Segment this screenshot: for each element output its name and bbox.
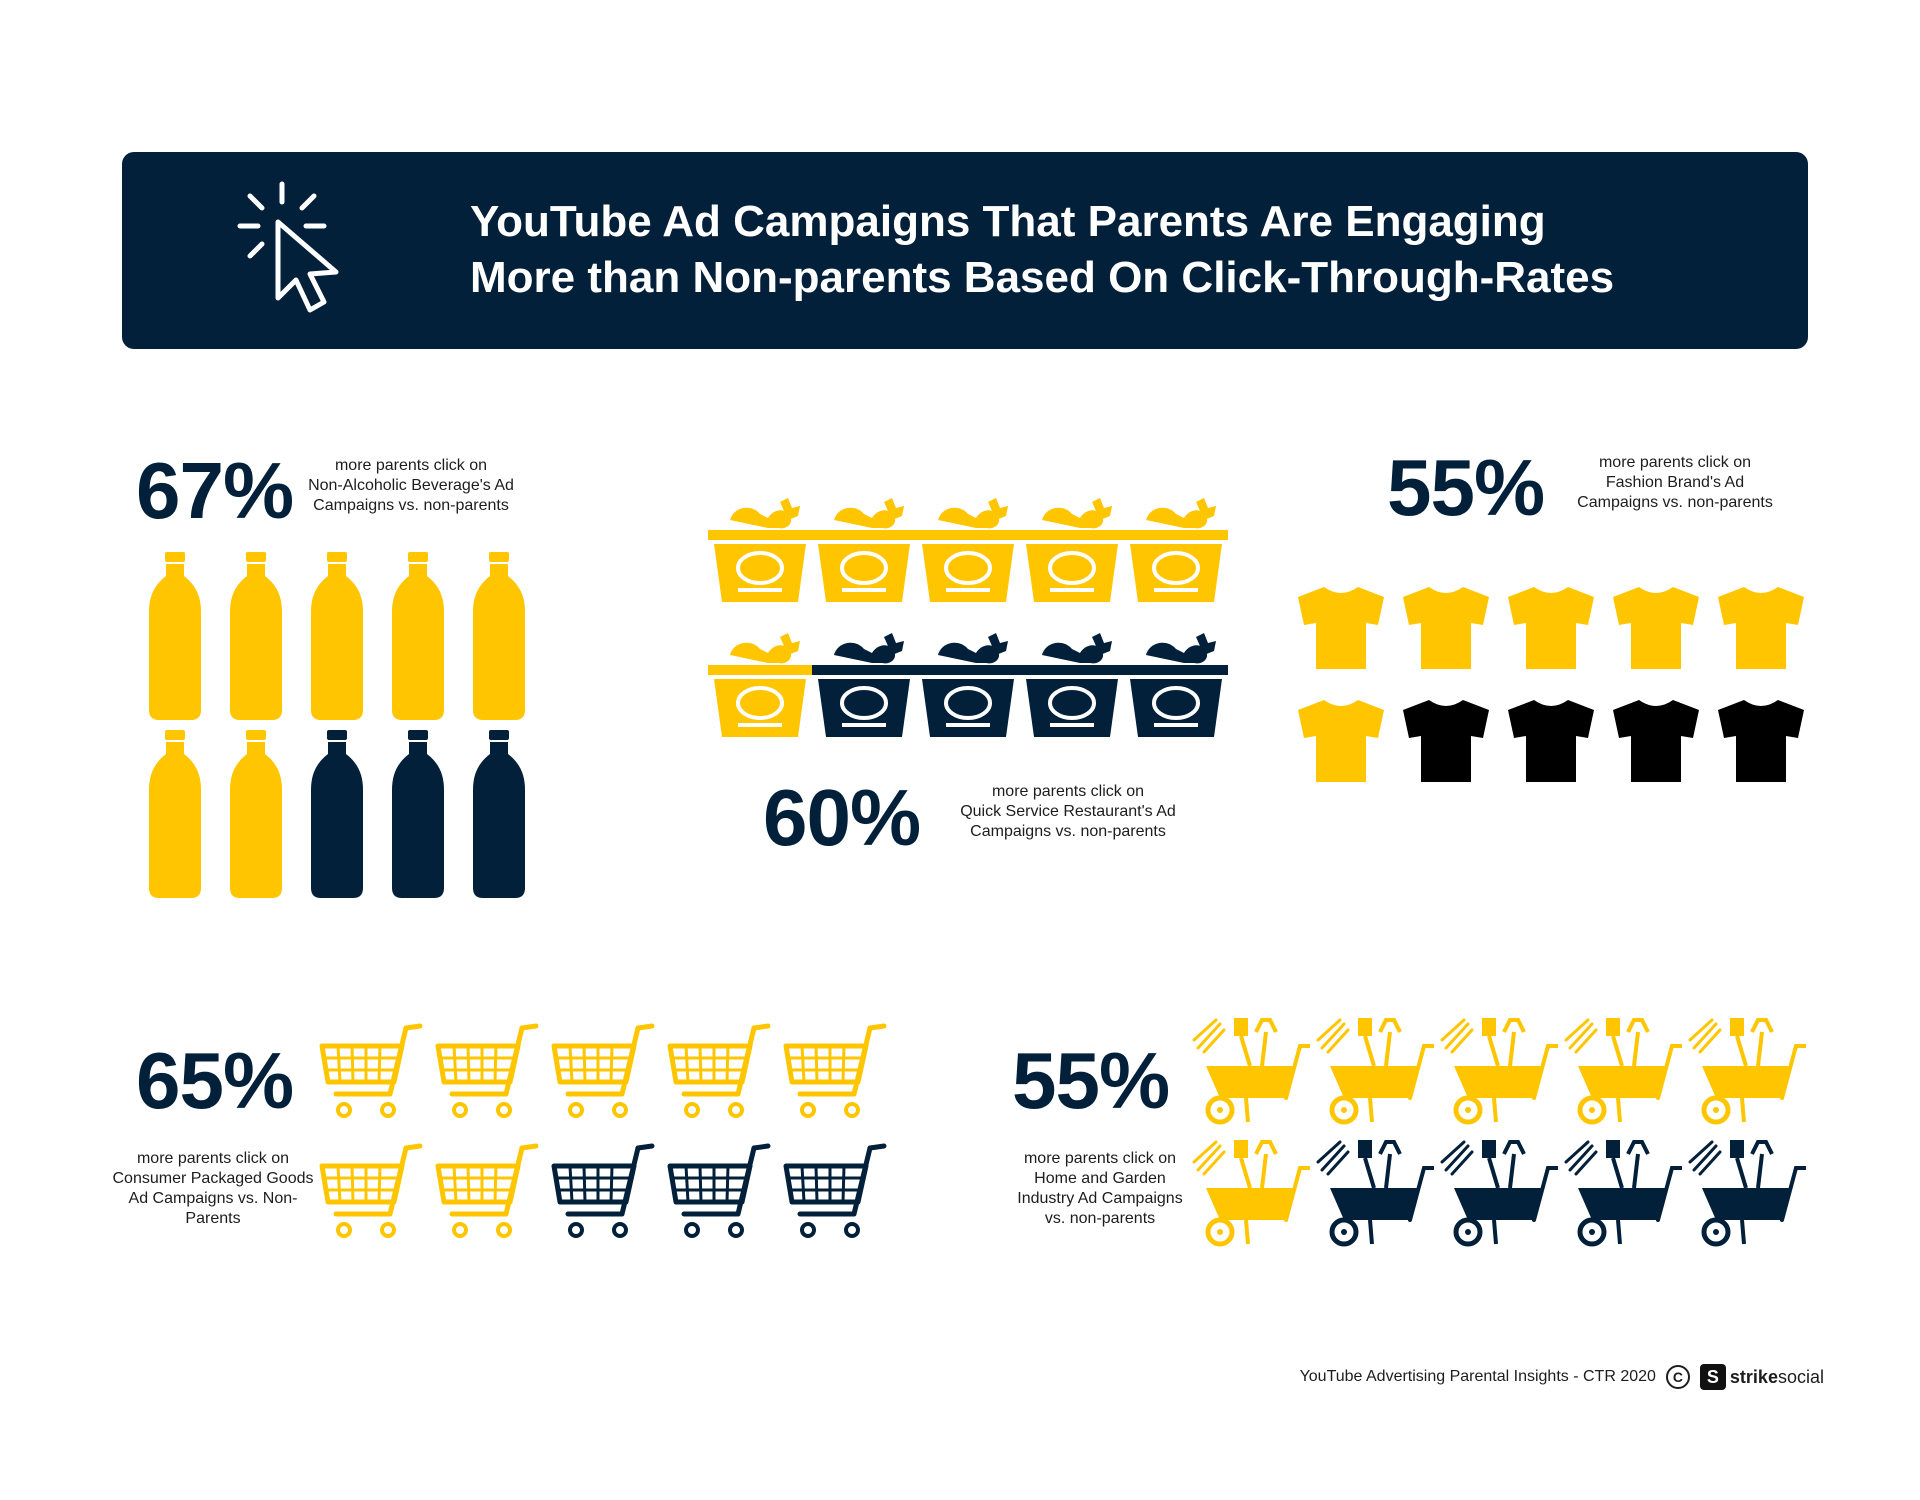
logo-word-social: social <box>1777 1366 1824 1387</box>
home-garden-description: more parents click on Home and Garden In… <box>1017 1150 1183 1227</box>
shopping-cart-icon <box>319 1143 423 1238</box>
fast-food-pictograph <box>708 498 1228 737</box>
fast-food-bucket-icon <box>812 498 916 602</box>
wheelbarrow-icon <box>1564 1018 1682 1125</box>
wheelbarrow-pictograph <box>1190 1018 1806 1252</box>
bottle-icon <box>230 730 282 898</box>
t-shirt-icon <box>1298 700 1384 782</box>
wheelbarrow-icon <box>1440 1018 1558 1125</box>
fashion-description: more parents click on Fashion Brand's Ad… <box>1577 454 1773 511</box>
bottle-icon <box>149 552 201 720</box>
footer: YouTube Advertising Parental Insights - … <box>1300 1364 1824 1390</box>
footer-caption: YouTube Advertising Parental Insights - … <box>1299 1368 1656 1385</box>
bottle-icon <box>473 730 525 898</box>
beverage-percentage: 67% <box>136 446 294 535</box>
fast-food-bucket-icon <box>916 498 1020 602</box>
logo-word-strike: strike <box>1729 1366 1778 1387</box>
title-banner: YouTube Ad Campaigns That Parents Are En… <box>122 152 1808 349</box>
bottle-icon <box>473 552 525 720</box>
t-shirt-pictograph <box>1296 583 1806 786</box>
t-shirt-icon <box>1718 587 1804 669</box>
wheelbarrow-icon <box>1316 1018 1434 1125</box>
fast-food-bucket-icon <box>916 633 1020 737</box>
logo-mark: S <box>1699 1364 1726 1390</box>
shopping-cart-icon <box>435 1143 539 1238</box>
bottle-icon <box>392 552 444 720</box>
home-garden-percentage: 55% <box>1012 1036 1170 1125</box>
t-shirt-icon <box>1613 587 1699 669</box>
wheelbarrow-icon <box>1688 1018 1806 1125</box>
fast-food-bucket-icon <box>812 633 916 737</box>
copyright-icon: C <box>1665 1365 1690 1389</box>
cpg-percentage: 65% <box>136 1036 294 1125</box>
fast-food-bucket-grid <box>708 498 1228 737</box>
t-shirt-icon <box>1403 700 1489 782</box>
cpg-description: more parents click on Consumer Packaged … <box>112 1150 314 1227</box>
bottle-pictograph <box>145 552 529 898</box>
restaurant-percentage: 60% <box>763 773 921 862</box>
fast-food-bucket-icon <box>1020 498 1124 602</box>
fast-food-bucket-icon <box>1124 633 1228 737</box>
title-line-2: More than Non-parents Based On Click-Thr… <box>470 253 1615 302</box>
restaurant-description: more parents click on Quick Service Rest… <box>960 783 1176 840</box>
wheelbarrow-icon <box>1688 1140 1806 1247</box>
cursor-click-icon <box>237 181 339 313</box>
fast-food-bucket-icon <box>1124 498 1228 602</box>
bottle-grid <box>149 552 525 898</box>
fast-food-bucket-icon <box>1020 633 1124 737</box>
t-shirt-icon <box>1403 587 1489 669</box>
shopping-cart-pictograph <box>318 1014 894 1246</box>
shopping-cart-grid <box>319 1023 887 1238</box>
t-shirt-icon <box>1613 700 1699 782</box>
wheelbarrow-grid <box>1192 1018 1806 1247</box>
page-title: YouTube Ad Campaigns That Parents Are En… <box>470 194 1770 306</box>
shopping-cart-icon <box>435 1023 539 1118</box>
brand-logo: S strike social <box>1699 1364 1824 1390</box>
fast-food-bucket-icon <box>708 633 812 737</box>
shopping-cart-icon <box>667 1023 771 1118</box>
wheelbarrow-icon <box>1564 1140 1682 1247</box>
wheelbarrow-icon <box>1192 1018 1310 1125</box>
shopping-cart-icon <box>783 1023 887 1118</box>
bottle-icon <box>392 730 444 898</box>
t-shirt-icon <box>1508 700 1594 782</box>
bottle-icon <box>230 552 282 720</box>
wheelbarrow-icon <box>1316 1140 1434 1247</box>
shopping-cart-icon <box>783 1143 887 1238</box>
fast-food-bucket-icon <box>708 498 812 602</box>
shopping-cart-icon <box>551 1023 655 1118</box>
bottle-icon <box>311 730 363 898</box>
t-shirt-icon <box>1508 587 1594 669</box>
t-shirt-icon <box>1718 700 1804 782</box>
t-shirt-icon <box>1298 587 1384 669</box>
bottle-icon <box>149 730 201 898</box>
beverage-description: more parents click on Non-Alcoholic Beve… <box>308 457 514 514</box>
shopping-cart-icon <box>319 1023 423 1118</box>
fashion-percentage: 55% <box>1387 443 1545 532</box>
wheelbarrow-icon <box>1440 1140 1558 1247</box>
t-shirt-grid <box>1298 587 1804 782</box>
shopping-cart-icon <box>667 1143 771 1238</box>
title-line-1: YouTube Ad Campaigns That Parents Are En… <box>470 197 1546 246</box>
shopping-cart-icon <box>551 1143 655 1238</box>
wheelbarrow-icon <box>1192 1140 1310 1247</box>
bottle-icon <box>311 552 363 720</box>
